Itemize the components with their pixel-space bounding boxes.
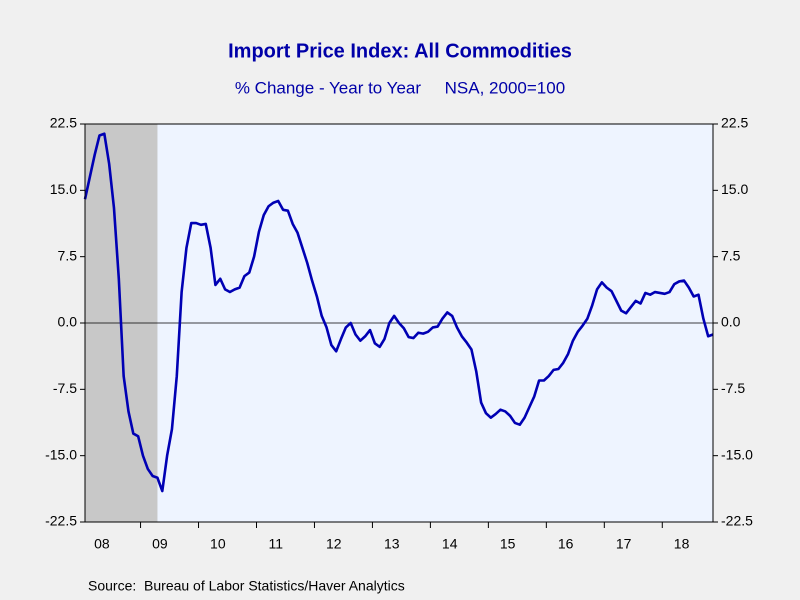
x-tick-label: 08: [94, 536, 110, 552]
y-tick-label: 0.0: [58, 314, 78, 330]
x-tick-label: 17: [616, 536, 632, 552]
y2-tick-label: 15.0: [721, 181, 748, 197]
x-tick-label: 18: [674, 536, 690, 552]
x-tick-label: 10: [210, 536, 226, 552]
y-tick-label: -15.0: [45, 446, 77, 462]
y-tick-label: -7.5: [53, 380, 77, 396]
y-tick-label: 7.5: [58, 247, 78, 263]
x-tick-label: 16: [558, 536, 574, 552]
y-tick-label: -22.5: [45, 513, 77, 529]
y2-tick-label: -7.5: [721, 380, 745, 396]
x-tick-label: 14: [442, 536, 458, 552]
y-tick-label: 22.5: [50, 115, 77, 131]
x-tick-label: 12: [326, 536, 342, 552]
chart-subtitle: % Change - Year to Year NSA, 2000=100: [235, 78, 565, 97]
chart-title: Import Price Index: All Commodities: [228, 40, 572, 62]
x-tick-label: 15: [500, 536, 516, 552]
x-tick-label: 09: [152, 536, 168, 552]
y2-tick-label: 22.5: [721, 115, 748, 131]
source-note: Source: Bureau of Labor Statistics/Haver…: [88, 578, 405, 594]
y-tick-label: 15.0: [50, 181, 77, 197]
y2-tick-label: 7.5: [721, 247, 741, 263]
y2-tick-label: -15.0: [721, 446, 753, 462]
plot-frame: [84, 123, 714, 523]
data-line: [83, 132, 714, 493]
y2-tick-label: -22.5: [721, 513, 753, 529]
x-tick-label: 11: [269, 536, 284, 552]
x-tick-label: 13: [384, 536, 400, 552]
y2-tick-label: 0.0: [721, 314, 741, 330]
